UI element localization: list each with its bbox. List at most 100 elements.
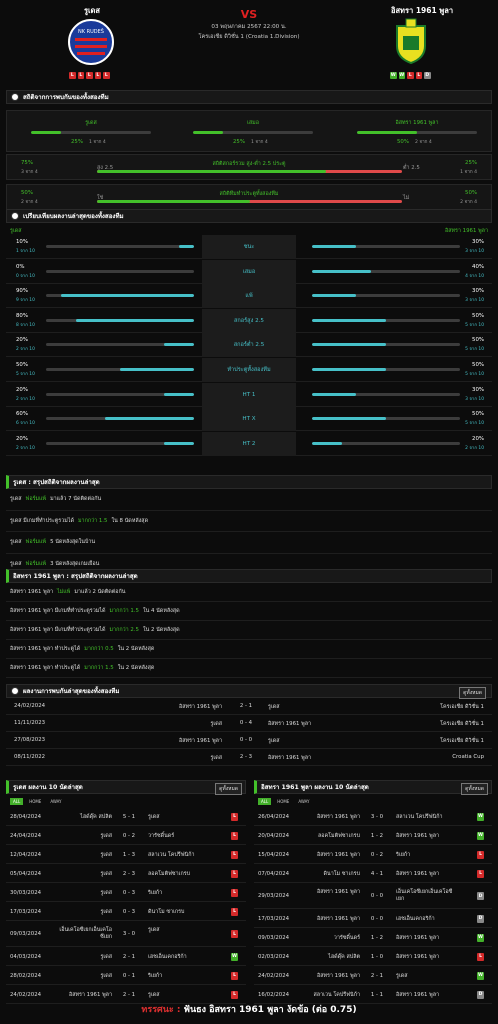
- compare-right-bar: [312, 343, 460, 347]
- section-title: รูเดส : สรุปสถิติจากผลงานล่าสุด: [13, 479, 100, 486]
- match-score: 2 - 1: [370, 972, 384, 979]
- h2h-date: 27/08/2023: [14, 737, 46, 743]
- result-badge: L: [231, 850, 238, 859]
- compare-left-bar: [46, 294, 194, 298]
- compare-row: 60% 6 จาก 10 HT X 50% 5 จาก 10: [6, 407, 492, 432]
- match-score: 0 - 0: [370, 893, 384, 899]
- match-header: รูเดส VS 03 พฤษภาคม 2567 22:00 น. โครเอเ…: [0, 0, 498, 86]
- match-away: วารัซดิ์นดร์: [148, 832, 175, 839]
- match-row: 09/03/2024 เอ็นเคโอซีเยกเอ็นเคโอซีเยก 3 - …: [6, 921, 246, 947]
- match-home: สลาเวน โคปรีฟนิก้า: [313, 991, 361, 998]
- match-home: อิสทรา 1961 พูลา: [316, 813, 360, 820]
- summary-highlight: มากกว่า 1.5: [84, 665, 114, 671]
- tab-home[interactable]: HOME: [29, 799, 42, 804]
- view-all-button[interactable]: ดูทั้งหมด: [215, 783, 242, 795]
- tab-all[interactable]: ALL: [10, 798, 24, 805]
- btts-panel: 50% 2 จาก 4 ใช่ สถิติทีมทำประตูทั้งสองทีม ไม…: [6, 184, 492, 210]
- match-date: 03 พฤษภาคม 2567 22:00 น.: [211, 24, 287, 30]
- compare-right-bar: [312, 318, 460, 322]
- stat-col-label: รูเดส: [85, 120, 97, 126]
- ou-bar: [97, 170, 402, 173]
- compare-left-bar: [46, 368, 194, 371]
- compare-left-sub: 2 จาก 10: [16, 347, 35, 353]
- h2h-away: อิสทรา 1961 พูลา: [268, 721, 312, 727]
- match-date: 24/04/2024: [10, 832, 42, 839]
- compare-left-bar: [46, 441, 194, 445]
- match-date: 07/04/2024: [258, 870, 290, 877]
- tab-away[interactable]: AWAY: [50, 799, 62, 804]
- away-last10-table: 26/04/2024 อิสทรา 1961 พูลา 3 - 0 สลาเวน โค…: [254, 807, 492, 1007]
- match-home: รูเดส: [100, 953, 112, 960]
- result-badge: W: [477, 971, 484, 980]
- match-date: 05/04/2024: [10, 870, 42, 877]
- match-date: 12/04/2024: [10, 851, 42, 858]
- match-home: รูเดส: [100, 972, 112, 979]
- h2h-score: 0 - 4: [239, 720, 253, 726]
- h2h-history-section: ผลงานการพบกันล่าสุดของทั้งสองทีม ดูทั้งห…: [6, 684, 492, 766]
- match-away: สลาเวน โคปรีฟนิก้า: [148, 851, 195, 858]
- stat-col-pct: 25%: [233, 139, 245, 145]
- match-row: 07/04/2024 ดินาโม ซาเกรบ 4 - 1 อิสทรา 1961 …: [254, 864, 492, 883]
- match-away: ดินาโม ซาเกรบ: [148, 908, 185, 915]
- compare-left-pct: 0%: [16, 263, 25, 270]
- compare-left-sub: 1 จาก 10: [16, 249, 35, 254]
- compare-left-sub: 6 จาก 10: [16, 421, 35, 427]
- section-header: ผลงานการพบกันล่าสุดของทั้งสองทีม: [6, 684, 492, 698]
- compare-right-sub: 3 จาก 10: [465, 396, 484, 402]
- compare-right-bar: [312, 368, 460, 371]
- match-date: 15/04/2024: [258, 851, 290, 858]
- result-badge: L: [231, 930, 238, 938]
- compare-left-pct: 60%: [16, 411, 28, 418]
- compare-left-pct: 20%: [16, 337, 28, 344]
- tab-away[interactable]: AWAY: [298, 799, 310, 804]
- summary-highlight: มากกว่า 1.5: [109, 608, 139, 614]
- match-score: 2 - 3: [122, 870, 136, 877]
- match-row: 04/03/2024 รูเดส 2 - 1 เฮชเอ็นเคกอริก้า W: [6, 947, 246, 966]
- prediction: ทรรศนะ : ฟันธง อิสทรา 1961 พูลา งัดข้อ (…: [0, 1002, 498, 1016]
- view-all-button[interactable]: ดูทั้งหมด: [459, 687, 486, 699]
- ou-right-pct: 25%: [465, 160, 477, 166]
- summary-team: อิสทรา 1961 พูลา มีเกมที่ทำประตูรวมได้: [10, 627, 106, 633]
- form-badge: L: [94, 72, 101, 79]
- prediction-label: ทรรศนะ :: [141, 1005, 181, 1015]
- compare-right-pct: 50%: [472, 411, 484, 418]
- ou-left-tag: สูง 2.5: [97, 165, 114, 171]
- summary-line: อิสทรา 1961 พูลา มีเกมที่ทำประตูรวมได้ มา…: [6, 602, 492, 621]
- tab-home[interactable]: HOME: [277, 799, 290, 804]
- result-badge: L: [477, 952, 484, 961]
- compare-right-sub: 3 จาก 10: [465, 298, 484, 304]
- match-row: 26/04/2024 อิสทรา 1961 พูลา 3 - 0 สลาเวน โค…: [254, 807, 492, 826]
- compare-right-sub: 5 จาก 10: [465, 372, 484, 377]
- summary-line: รูเดส ฟอร์มแพ้ มาแล้ว 7 นัดติดต่อกัน: [6, 489, 492, 511]
- match-score: 2 - 1: [122, 953, 136, 960]
- h2h-away: อิสทรา 1961 พูลา: [268, 755, 312, 761]
- match-score: 1 - 2: [370, 934, 384, 941]
- form-badge: W: [398, 72, 405, 79]
- section-header: รูเดส ผลงาน 10 นัดล่าสุด: [6, 780, 246, 794]
- match-date: 04/03/2024: [10, 953, 42, 960]
- section-title: เปรียบเทียบผลงานล่าสุดของทั้งสองทีม: [23, 213, 124, 220]
- result-badge: W: [477, 831, 484, 840]
- summary-highlight: มากกว่า 2.5: [109, 627, 139, 633]
- stat-col-bar: [357, 131, 477, 134]
- match-home: อิสทรา 1961 พูลา: [316, 889, 360, 895]
- match-away: รูเดส: [148, 927, 160, 933]
- match-date: 24/02/2024: [258, 972, 290, 979]
- compare-right-pct: 50%: [472, 312, 484, 319]
- match-score: 0 - 3: [122, 889, 136, 896]
- tab-all[interactable]: ALL: [258, 798, 272, 805]
- away-summary-section: อิสทรา 1961 พูลา : สรุปสถิติจากผลงานล่าส…: [6, 569, 492, 683]
- section-title: ผลงานการพบกันล่าสุดของทั้งสองทีม: [23, 688, 120, 695]
- home-team-name: รูเดส: [83, 6, 101, 15]
- result-badge: L: [231, 990, 238, 999]
- section-header: อิสทรา 1961 พูลา : สรุปสถิติจากผลงานล่าส…: [6, 569, 492, 583]
- match-home: รูเดส: [100, 870, 112, 877]
- compare-row: 80% 8 จาก 10 สกอร์สูง 2.5 50% 5 จาก 10: [6, 308, 492, 333]
- match-date: 29/03/2024: [258, 893, 290, 899]
- match-row: 02/03/2024 ไฮด์ดุ๊ค สปลิต 1 - 0 อิสทรา 1961…: [254, 947, 492, 966]
- compare-left-sub: 2 จาก 10: [16, 396, 35, 402]
- match-score: 0 - 1: [122, 972, 136, 979]
- result-badge: W: [477, 933, 484, 942]
- view-all-button[interactable]: ดูทั้งหมด: [461, 783, 488, 795]
